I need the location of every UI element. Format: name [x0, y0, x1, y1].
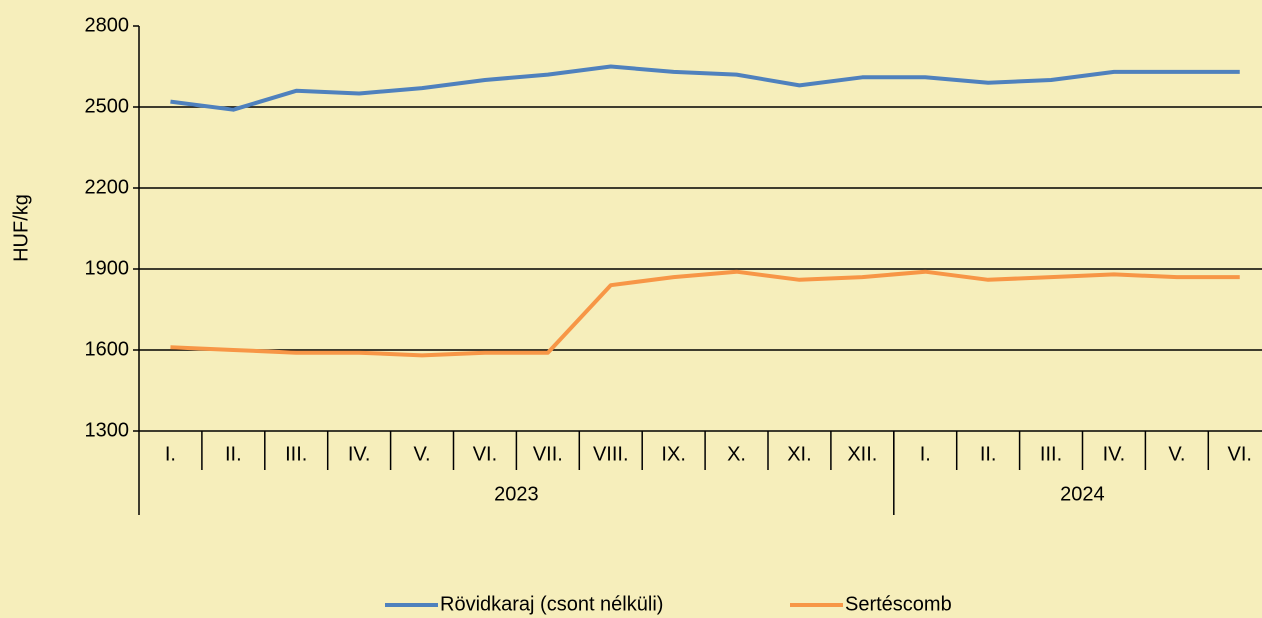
x-tick-label: I. — [920, 443, 931, 465]
y-tick-label: 2200 — [85, 176, 130, 198]
y-tick-label: 1300 — [85, 419, 130, 441]
x-tick-label: III. — [1040, 443, 1062, 465]
y-tick-label: 1900 — [85, 257, 130, 279]
x-tick-label: VI. — [1228, 443, 1252, 465]
x-tick-label: II. — [980, 443, 997, 465]
x-tick-label: IX. — [661, 443, 685, 465]
x-tick-label: XI. — [787, 443, 811, 465]
x-tick-label: II. — [225, 443, 242, 465]
x-tick-label: XII. — [847, 443, 877, 465]
x-tick-label: VII. — [533, 443, 563, 465]
group-label: 2024 — [1060, 483, 1105, 505]
legend-label: Sertéscomb — [845, 593, 952, 615]
series-line — [170, 64, 1240, 112]
y-tick-label: 2800 — [85, 14, 130, 36]
x-tick-label: V. — [414, 443, 431, 465]
x-tick-label: III. — [285, 443, 307, 465]
y-axis-label: HUF/kg — [10, 194, 32, 262]
y-tick-label: 1600 — [85, 338, 130, 360]
legend-label: Rövidkaraj (csont nélküli) — [440, 593, 663, 615]
x-tick-label: IV. — [348, 443, 371, 465]
x-tick-label: VI. — [473, 443, 497, 465]
x-tick-label: I. — [165, 443, 176, 465]
x-tick-label: VIII. — [593, 443, 629, 465]
x-tick-label: V. — [1168, 443, 1185, 465]
series-line — [170, 269, 1240, 358]
x-tick-label: X. — [727, 443, 746, 465]
x-tick-label: IV. — [1103, 443, 1126, 465]
y-tick-label: 2500 — [85, 95, 130, 117]
group-label: 2023 — [494, 483, 539, 505]
